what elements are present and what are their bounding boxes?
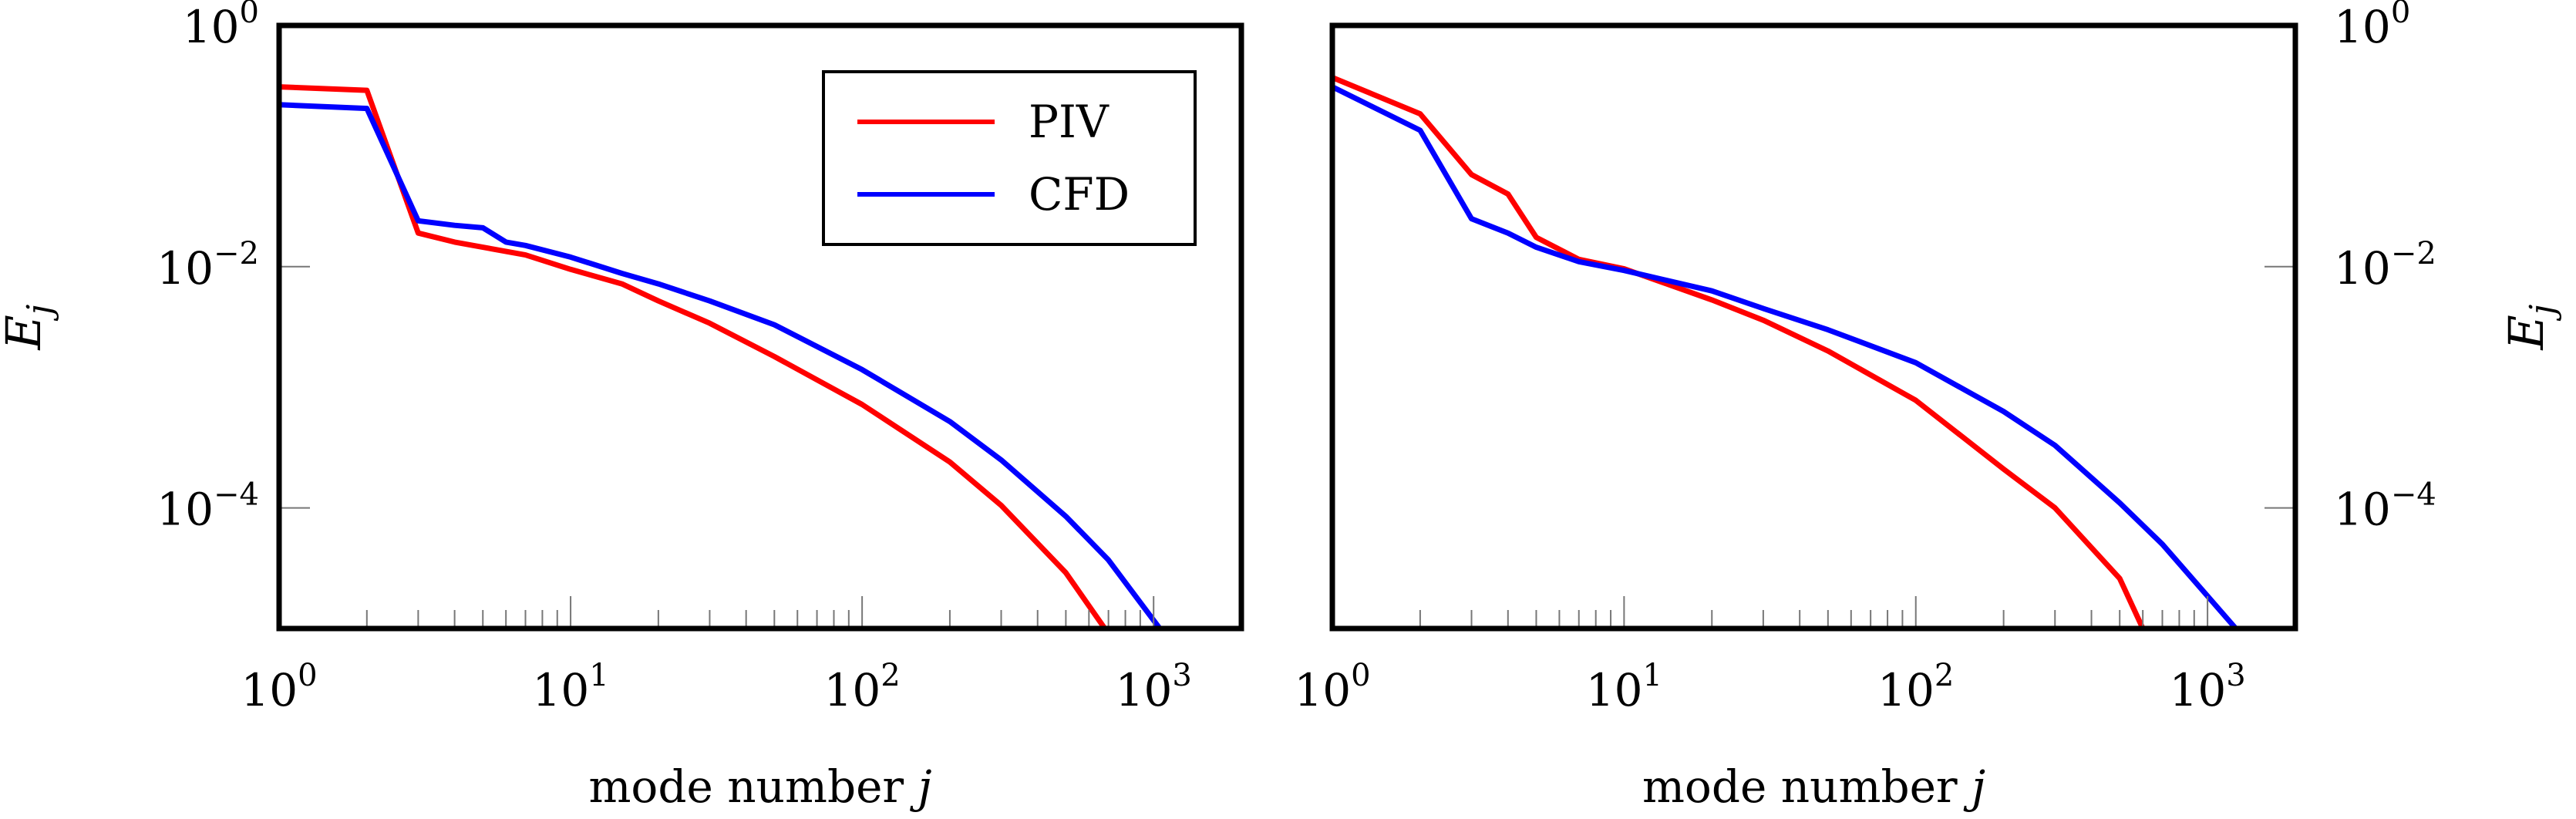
x-axis-label: mode number j — [1642, 760, 1985, 813]
right-panel: 100 101 102 103 100 10−2 10−4 mode number j Ej — [1294, 0, 2562, 813]
legend-label-cfd: CFD — [1029, 168, 1130, 221]
legend: PIV CFD — [822, 70, 1197, 246]
y-tick-label: 10−2 — [157, 236, 259, 295]
series-line-cfd — [278, 102, 1163, 631]
series-line-cfd — [1331, 84, 2238, 631]
x-tick-label: 101 — [1586, 658, 1662, 716]
y-axis-label: Ej — [2498, 305, 2562, 351]
y-tick-label: 100 — [2334, 0, 2410, 53]
series-line-piv — [278, 84, 1107, 631]
left-panel: 100 101 102 103 100 10−2 10−4 mode number j Ej — [0, 0, 1244, 813]
x-tick-label: 103 — [1116, 658, 1192, 716]
legend-box — [822, 70, 1197, 246]
plot-frame — [276, 22, 1244, 632]
x-tick-label: 101 — [532, 658, 608, 716]
series-line-piv — [1331, 75, 2146, 630]
x-tick-label: 102 — [823, 658, 900, 716]
x-axis-label: mode number j — [588, 760, 931, 813]
y-tick-label: 10−4 — [157, 477, 259, 536]
plot-frame — [1329, 22, 2298, 632]
legend-label-piv: PIV — [1029, 96, 1110, 148]
y-tick-label: 100 — [183, 0, 259, 53]
x-tick-label: 103 — [2169, 658, 2245, 716]
x-tick-label: 100 — [1294, 658, 1370, 716]
y-axis-label: Ej — [0, 305, 59, 351]
y-tick-label: 10−2 — [2334, 236, 2436, 295]
x-tick-label: 102 — [1877, 658, 1954, 716]
y-tick-label: 10−4 — [2334, 477, 2436, 536]
x-tick-label: 100 — [241, 658, 317, 716]
